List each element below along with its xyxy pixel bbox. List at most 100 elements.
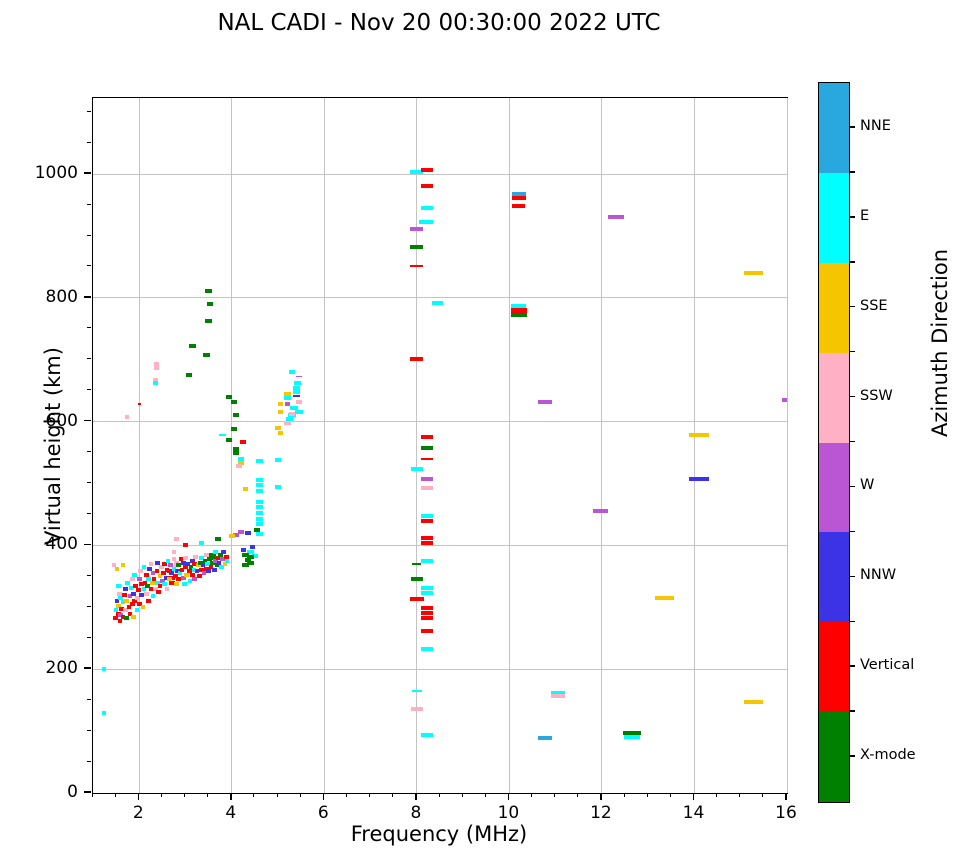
y-minor-tick [87,358,91,360]
echo-point [124,616,130,621]
echo-point [247,549,254,554]
gridline-vertical [508,98,510,793]
x-minor-tick [716,793,718,797]
echo-point [275,484,281,489]
colorbar-tick-label: SSE [860,297,888,314]
x-minor-tick [438,793,440,797]
y-minor-tick [87,203,91,205]
echo-point [242,487,249,492]
y-major-tick [84,791,91,793]
y-minor-tick [87,513,91,514]
colorbar-center-tick [850,395,855,398]
echo-point [623,730,641,735]
echo-point [221,549,226,554]
x-major-tick [322,793,325,800]
echo-point [216,560,222,565]
echo-point [176,563,181,568]
echo-point [126,605,132,610]
y-tick-label: 800 [45,286,78,307]
echo-point [143,591,149,596]
echo-point [409,597,424,602]
echo-point [199,555,205,560]
colorbar-center-tick [850,216,855,218]
y-minor-tick [87,327,91,329]
colorbar-center-tick [850,485,855,488]
echo-point [217,552,223,557]
gridline-vertical [231,98,233,793]
echo-point [233,446,240,451]
echo-point [284,402,291,407]
echo-point [277,409,284,414]
echo-point [410,356,424,361]
y-axis-label: Virtual height (km) [41,347,65,545]
echo-point [242,562,249,567]
echo-point [410,226,424,231]
echo-point [114,599,120,604]
echo-point [421,445,433,450]
echo-point [122,592,127,597]
echo-point [173,581,179,586]
x-minor-tick [114,793,116,797]
echo-point [139,592,144,597]
echo-point [148,586,154,591]
echo-point [119,606,124,611]
x-tick-label: 4 [225,803,237,823]
echo-point [538,735,552,740]
echo-point [149,580,155,585]
echo-point [202,558,208,563]
echo-point [131,614,137,619]
echo-point [123,586,128,591]
colorbar-boundary-tick [850,620,855,622]
echo-point [275,425,281,430]
x-minor-tick [276,793,278,797]
colorbar-segment-nne [819,83,849,173]
echo-point [116,583,121,588]
y-minor-tick [87,574,91,576]
y-major-tick [84,296,91,298]
echo-point [165,558,171,563]
echo-point [295,375,303,378]
x-minor-tick [160,793,162,797]
echo-point [284,396,291,401]
echo-point [277,402,284,407]
x-tick-label: 14 [682,803,705,823]
x-minor-tick [577,793,579,797]
echo-point [255,500,264,505]
echo-point [180,560,186,565]
echo-point [137,569,143,574]
y-minor-tick [87,698,91,700]
echo-point [170,580,175,585]
x-tick-label: 6 [317,803,329,823]
echo-point [240,440,247,445]
echo-point [421,513,433,518]
echo-point [191,568,197,573]
colorbar-tick-label: SSW [860,387,893,404]
echo-point [182,581,187,586]
echo-point [204,566,209,571]
echo-point [184,573,189,578]
echo-point [214,563,220,568]
echo-point [231,427,238,432]
echo-point [229,534,235,539]
colorbar-boundary-tick [850,350,855,353]
gridline-vertical [786,98,788,793]
gridline-vertical [323,98,325,793]
x-minor-tick [669,793,671,797]
echo-point [226,437,233,442]
echo-point [168,563,174,568]
echo-point [130,602,135,607]
x-minor-tick [345,793,347,797]
echo-point [185,372,193,377]
echo-point [290,406,299,411]
echo-point [120,600,126,605]
echo-point [421,477,433,482]
x-major-tick [507,793,510,800]
echo-point [146,599,151,604]
echo-point [213,549,218,554]
colorbar-boundary-tick [850,530,855,533]
echo-point [421,540,433,545]
x-major-tick [692,793,695,800]
echo-point [421,610,433,615]
echo-point [255,483,264,488]
colorbar-center-tick [850,665,855,667]
